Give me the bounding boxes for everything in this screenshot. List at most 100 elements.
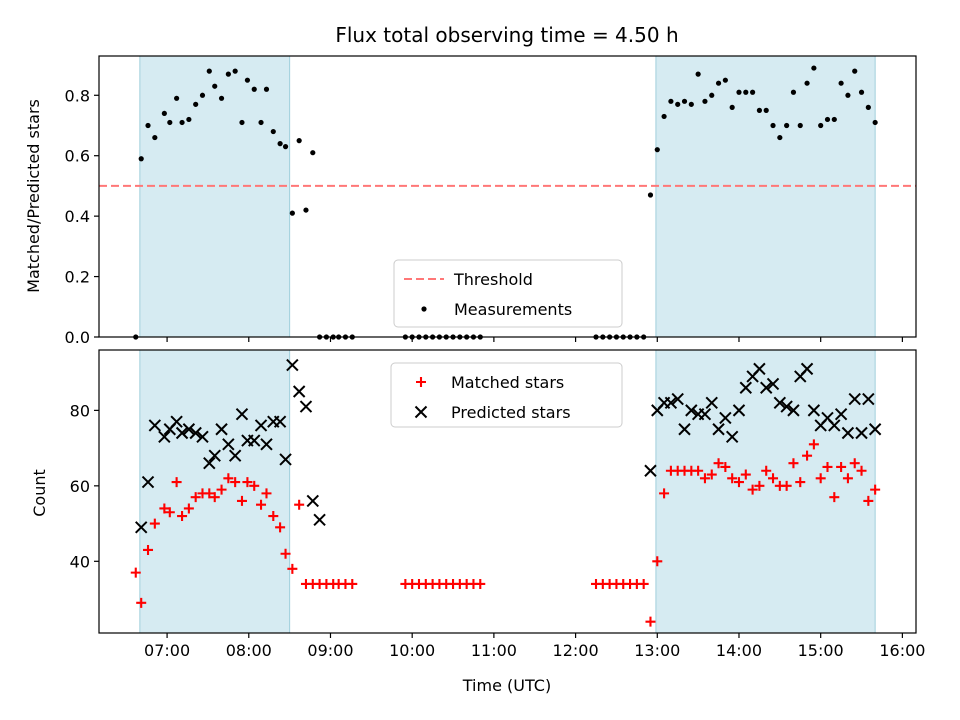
bottom-legend-label-0: Matched stars [451, 373, 564, 392]
bottom-series-1-point-18 [254, 419, 268, 432]
bottom-series-0-point-8 [183, 503, 194, 514]
bottom-series-1-point-55 [828, 419, 841, 432]
bottom-series-0-point-84 [849, 458, 860, 469]
top-series-0-point-85 [858, 89, 865, 95]
bottom-series-0-point-70 [754, 480, 765, 491]
bottom-series-0-point-7 [177, 511, 188, 522]
bottom-series-0-point-6 [171, 477, 182, 488]
top-series-0-point-87 [872, 119, 878, 126]
bottom-series-0-point-63 [706, 469, 717, 480]
top-series-0-point-56 [661, 113, 667, 120]
top-series-0-point-64 [715, 80, 722, 86]
bottom-series-1-point-7 [182, 423, 196, 436]
x-tick-label-3: 10:00 [389, 641, 435, 660]
bottom-plot-frame [98, 349, 917, 634]
bottom-series-0-point-21 [268, 511, 279, 522]
bottom-series-1-point-49 [787, 404, 800, 417]
top-series-0-point-21 [270, 128, 276, 135]
bottom-legend-swatch-1 [414, 405, 428, 419]
bottom-series-0-point-72 [768, 473, 779, 484]
top-series-0-point-24 [289, 210, 295, 216]
bottom-series-1-point-15 [235, 407, 249, 421]
top-series-0-point-65 [722, 77, 728, 83]
x-tick-label-7: 14:00 [716, 641, 762, 660]
bottom-series-0-point-23 [280, 548, 291, 559]
top-series-0-point-57 [668, 98, 674, 104]
top-series-0-point-19 [258, 119, 264, 126]
top-series-0-point-81 [831, 116, 837, 123]
top-y-tick-label-0: 0.0 [65, 328, 90, 347]
top-series-0-point-80 [824, 116, 831, 123]
top-series-0-point-86 [865, 104, 871, 110]
bottom-series-0-point-79 [815, 473, 826, 484]
bottom-legend-label-1: Predicted stars [451, 403, 571, 422]
bottom-series-1-point-58 [848, 392, 861, 406]
top-series-0-point-71 [763, 107, 769, 113]
bottom-series-1-point-28 [644, 464, 657, 477]
bottom-series-0-point-3 [149, 518, 160, 529]
bottom-series-1-point-51 [800, 362, 814, 376]
bottom-series-1-point-2 [148, 419, 162, 432]
top-series-0-point-23 [282, 144, 289, 150]
bottom-series-1 [135, 358, 882, 534]
bottom-series-1-point-46 [766, 377, 780, 391]
bottom-series-1-point-48 [780, 400, 793, 413]
top-series-0-point-58 [675, 101, 681, 107]
top-series-0-point-3 [152, 134, 158, 141]
bottom-series-0-point-16 [236, 495, 247, 506]
bottom-series-1-point-3 [158, 430, 171, 443]
bottom-series-1-point-32 [671, 392, 684, 406]
top-panel: 0.0 0.2 0.4 0.6 0.8 Threshold Measurements [65, 55, 917, 347]
bottom-series-1-point-34 [685, 404, 698, 417]
bottom-series-0-point-20 [261, 488, 272, 499]
top-series-0-point-10 [199, 92, 206, 98]
bottom-series-0-point-24 [287, 563, 298, 574]
bottom-shaded-interval-1 [655, 349, 876, 634]
bottom-series-1-point-31 [664, 396, 678, 410]
bottom-series-1-point-5 [170, 415, 183, 428]
bottom-y-tick-label-2: 80 [70, 401, 90, 420]
top-legend-label-1: Measurements [454, 300, 572, 319]
bottom-series-1-point-33 [678, 423, 691, 436]
bottom-series-0-point-68 [740, 469, 751, 480]
bottom-series-0-point-75 [788, 458, 799, 469]
top-series-0-point-73 [777, 134, 783, 141]
bottom-series-0-point-4 [159, 503, 170, 514]
x-tick-label-4: 11:00 [471, 641, 517, 660]
bottom-series-0-point-11 [204, 488, 215, 499]
bottom-series-1-point-23 [286, 358, 299, 372]
bottom-y-axis-label: Count [30, 469, 49, 517]
bottom-series-0-point-82 [836, 461, 847, 472]
top-y-tick-label-3: 0.6 [65, 147, 90, 166]
top-series-0-point-77 [804, 80, 810, 86]
top-series-0-point-66 [729, 104, 735, 110]
top-series-0-point-55 [654, 147, 660, 153]
top-series-0-point-9 [193, 101, 199, 107]
top-series-0-point-26 [303, 207, 309, 213]
bottom-series-1-point-11 [208, 449, 221, 462]
bottom-y-tick-label-0: 40 [70, 552, 90, 571]
top-series-0-point-18 [251, 86, 257, 92]
top-series-0-point-70 [756, 107, 763, 113]
bottom-series-1-point-26 [306, 494, 319, 508]
bottom-series-1-point-37 [705, 396, 718, 410]
bottom-series-0-point-0 [130, 567, 141, 578]
top-y-tick-label-4: 0.8 [65, 86, 90, 105]
x-tick-label-2: 09:00 [307, 641, 353, 660]
bottom-series-0-point-83 [842, 473, 853, 484]
bottom-series-1-point-40 [725, 430, 739, 443]
bottom-series-1-point-41 [732, 404, 746, 417]
bottom-series-1-point-56 [834, 407, 848, 421]
top-series-0-point-72 [770, 122, 776, 129]
bottom-series-1-point-25 [299, 400, 313, 413]
top-series-0-point-78 [811, 65, 817, 71]
bottom-series-0-point-64 [713, 458, 724, 469]
top-series-0-point-4 [161, 110, 167, 117]
bottom-series-0-point-45 [475, 578, 486, 589]
x-tick-label-1: 08:00 [226, 641, 272, 660]
bottom-series-0-point-62 [699, 473, 710, 484]
top-series-0-point-67 [736, 89, 742, 95]
bottom-series-0-point-85 [856, 465, 867, 476]
bottom-series-0-point-80 [822, 461, 833, 472]
